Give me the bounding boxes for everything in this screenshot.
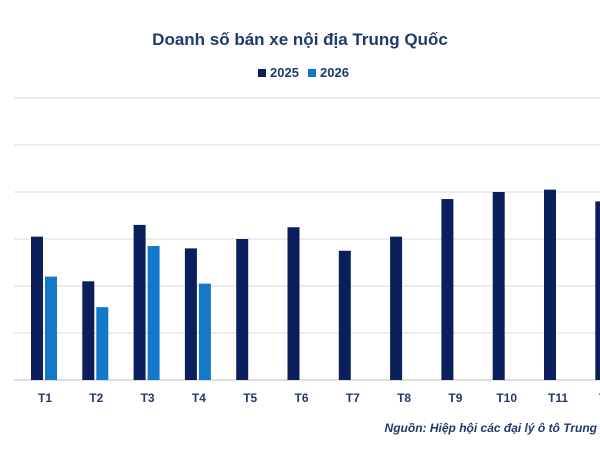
bar-2025-T7 [338,250,351,380]
x-tick-label: T7 [346,391,360,405]
x-tick-label: T4 [192,391,206,405]
x-tick-label: T2 [89,391,103,405]
bar-2025-T2 [82,281,95,380]
bar-2025-T10 [492,192,505,380]
bar-2026-T2 [96,307,109,380]
chart-title: Doanh số bán xe nội địa Trung Quốc [152,30,448,49]
bar-2025-T12 [595,201,600,380]
bar-2025-T4 [184,248,197,380]
x-tick-label: T1 [38,391,52,405]
legend-label-2025: 2025 [270,65,299,80]
bar-2025-T5 [236,239,249,380]
bars [31,189,600,380]
bar-2026-T3 [147,246,160,380]
bar-2025-T11 [544,189,556,380]
x-tick-label: T6 [294,391,308,405]
bar-2025-T1 [31,236,43,380]
x-tick-label: T5 [243,391,257,405]
bar-2026-T4 [198,283,211,380]
x-tick-label: T9 [448,391,462,405]
source-note: Nguồn: Hiệp hội các đại lý ô tô Trung [385,421,598,435]
x-axis: T1 T2 T3 T4 T5 T6 T7 T8 T9 T10 T11 T12 [38,391,600,405]
legend: 2025 2026 [258,65,349,80]
bar-2025-T8 [390,236,403,380]
x-tick-label: T10 [496,391,517,405]
x-tick-label: T12 [599,391,600,405]
bar-2025-T3 [133,224,146,380]
legend-label-2026: 2026 [320,65,349,80]
bar-2025-T6 [287,227,300,380]
bar-2025-T9 [441,199,454,380]
x-tick-label: T11 [548,391,568,405]
legend-swatch-2025 [258,69,266,77]
gridlines [14,97,600,381]
legend-swatch-2026 [308,69,316,77]
x-tick-label: T3 [141,391,155,405]
bar-2026-T1 [45,276,57,380]
x-tick-label: T8 [397,391,411,405]
